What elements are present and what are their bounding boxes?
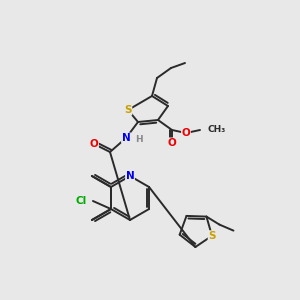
Text: Cl: Cl bbox=[76, 196, 87, 206]
Text: N: N bbox=[122, 133, 130, 143]
Text: O: O bbox=[168, 138, 176, 148]
Text: CH₃: CH₃ bbox=[208, 125, 226, 134]
Text: O: O bbox=[90, 139, 98, 149]
Text: O: O bbox=[182, 128, 190, 138]
Text: S: S bbox=[208, 231, 216, 241]
Text: N: N bbox=[126, 171, 134, 181]
Text: H: H bbox=[135, 136, 142, 145]
Text: S: S bbox=[124, 105, 132, 115]
